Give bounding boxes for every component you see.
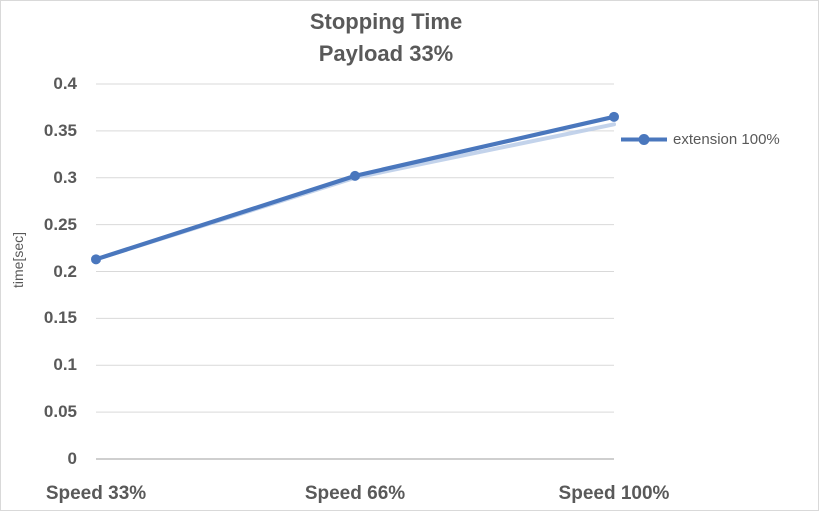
series-marker-Speed 33% [91, 254, 101, 265]
y-tick-label-0: 0 [67, 449, 77, 468]
y-tick-label-0.3: 0.3 [53, 167, 77, 187]
y-tick-label-0.35: 0.35 [43, 120, 77, 140]
y-tick-label-0.4: 0.4 [53, 74, 77, 93]
y-tick-label-0.2: 0.2 [53, 261, 77, 281]
chart-title: Stopping Time Payload 33% [1, 6, 771, 70]
y-tick-label-0.15: 0.15 [43, 308, 77, 328]
x-category-label-2: Speed 66% [304, 483, 406, 504]
chart-title-line1: Stopping Time [309, 9, 463, 34]
x-category-label-3: Speed 100% [558, 483, 670, 504]
y-tick-label-0.1: 0.1 [53, 355, 77, 375]
chart-title-line2: Payload 33% [318, 41, 454, 66]
y-tick-label-0.05: 0.05 [43, 402, 77, 422]
y-tick-label-0.25: 0.25 [43, 214, 77, 234]
legend-line-marker-icon [621, 133, 667, 145]
legend: extension 100% [620, 128, 780, 150]
ghost-series-line [94, 122, 616, 262]
series-marker-Speed 66% [350, 170, 360, 181]
x-category-label-1: Speed 33% [45, 483, 147, 504]
series-line [93, 114, 617, 262]
series-marker-Speed 100% [609, 111, 619, 122]
legend-label: extension 100% [673, 130, 780, 148]
